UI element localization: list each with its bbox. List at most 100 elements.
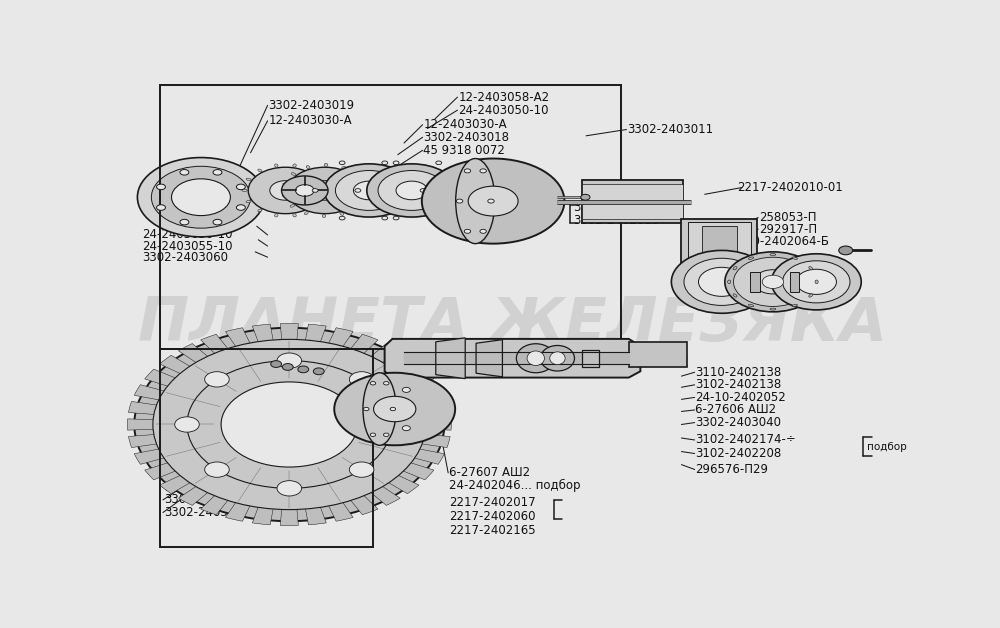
Ellipse shape bbox=[291, 173, 296, 175]
Ellipse shape bbox=[335, 170, 403, 210]
Text: 24-2403050-10: 24-2403050-10 bbox=[142, 229, 233, 241]
Text: 12-2403030-А: 12-2403030-А bbox=[268, 114, 352, 127]
Wedge shape bbox=[289, 425, 378, 515]
Wedge shape bbox=[289, 369, 434, 425]
Ellipse shape bbox=[324, 163, 328, 166]
Ellipse shape bbox=[362, 184, 368, 187]
Circle shape bbox=[402, 387, 410, 392]
Wedge shape bbox=[201, 425, 289, 515]
Circle shape bbox=[277, 353, 302, 368]
Ellipse shape bbox=[246, 178, 251, 180]
Bar bbox=[160, 85, 621, 349]
Polygon shape bbox=[436, 338, 465, 379]
Ellipse shape bbox=[733, 266, 737, 270]
Circle shape bbox=[581, 194, 590, 200]
Circle shape bbox=[153, 339, 426, 509]
Circle shape bbox=[137, 158, 264, 237]
Text: 3302-2403060: 3302-2403060 bbox=[142, 251, 228, 264]
Text: 6-27607 АШ2: 6-27607 АШ2 bbox=[449, 467, 530, 479]
Circle shape bbox=[464, 229, 471, 234]
Ellipse shape bbox=[468, 186, 518, 216]
Ellipse shape bbox=[527, 351, 544, 365]
Ellipse shape bbox=[306, 166, 310, 169]
Ellipse shape bbox=[792, 257, 797, 259]
Circle shape bbox=[370, 382, 376, 385]
Circle shape bbox=[796, 269, 836, 295]
Text: 3302-2403018: 3302-2403018 bbox=[423, 131, 509, 144]
Circle shape bbox=[480, 169, 486, 173]
Circle shape bbox=[754, 270, 792, 294]
Text: 45 9318 0072: 45 9318 0072 bbox=[423, 144, 505, 157]
Ellipse shape bbox=[770, 308, 776, 310]
Text: подбор: подбор bbox=[867, 441, 907, 452]
Text: 252135-П2: 252135-П2 bbox=[221, 386, 286, 399]
Text: ПЛАНЕТА ЖЕЛЕЗЯКА: ПЛАНЕТА ЖЕЛЕЗЯКА bbox=[138, 295, 887, 354]
Ellipse shape bbox=[242, 190, 247, 192]
Ellipse shape bbox=[293, 164, 296, 167]
Text: 2217-2402060: 2217-2402060 bbox=[449, 510, 535, 523]
Circle shape bbox=[187, 360, 392, 489]
Wedge shape bbox=[280, 323, 298, 425]
Circle shape bbox=[671, 251, 772, 313]
Text: 3302-2403040: 3302-2403040 bbox=[695, 416, 781, 429]
Text: 12-2403030-А: 12-2403030-А bbox=[423, 118, 507, 131]
Text: 3302-2403232: 3302-2403232 bbox=[164, 494, 250, 506]
Text: 24-10-2402052: 24-10-2402052 bbox=[695, 391, 786, 404]
Text: 3302-2402018: 3302-2402018 bbox=[573, 202, 659, 214]
Circle shape bbox=[382, 216, 388, 220]
Circle shape bbox=[312, 188, 318, 192]
Text: 6У-7510 АШ: 6У-7510 АШ bbox=[164, 481, 237, 494]
Circle shape bbox=[684, 258, 760, 305]
Ellipse shape bbox=[748, 304, 754, 306]
Circle shape bbox=[480, 229, 486, 234]
Wedge shape bbox=[289, 425, 400, 506]
Ellipse shape bbox=[728, 280, 731, 284]
Circle shape bbox=[771, 254, 861, 310]
Circle shape bbox=[390, 408, 396, 411]
Wedge shape bbox=[201, 334, 289, 425]
Circle shape bbox=[193, 364, 385, 484]
Ellipse shape bbox=[283, 183, 288, 185]
Text: 3302-2403019: 3302-2403019 bbox=[268, 99, 354, 112]
Circle shape bbox=[463, 188, 469, 192]
Circle shape bbox=[151, 166, 251, 228]
Text: 201454-П29: 201454-П29 bbox=[226, 374, 299, 387]
Ellipse shape bbox=[342, 166, 346, 169]
Circle shape bbox=[839, 246, 853, 255]
Circle shape bbox=[379, 417, 404, 432]
Wedge shape bbox=[252, 324, 289, 425]
Ellipse shape bbox=[309, 169, 313, 172]
Bar bbox=[750, 272, 760, 292]
Text: 296576-П29: 296576-П29 bbox=[695, 463, 768, 476]
Wedge shape bbox=[128, 425, 289, 448]
Text: 45 9348 6606: 45 9348 6606 bbox=[345, 351, 427, 364]
Wedge shape bbox=[280, 425, 298, 526]
Ellipse shape bbox=[374, 396, 416, 422]
Ellipse shape bbox=[258, 209, 262, 212]
Text: 20-2402064-Б: 20-2402064-Б bbox=[745, 236, 829, 248]
Ellipse shape bbox=[275, 214, 278, 217]
Circle shape bbox=[393, 216, 399, 220]
Ellipse shape bbox=[792, 304, 797, 306]
Circle shape bbox=[783, 261, 850, 303]
Ellipse shape bbox=[540, 345, 574, 371]
Circle shape bbox=[236, 184, 245, 190]
Circle shape bbox=[339, 161, 345, 165]
Ellipse shape bbox=[320, 178, 325, 180]
Ellipse shape bbox=[258, 169, 262, 172]
Circle shape bbox=[271, 360, 282, 367]
Text: 3102-2402174-÷: 3102-2402174-÷ bbox=[695, 433, 796, 447]
Polygon shape bbox=[476, 340, 502, 377]
Wedge shape bbox=[289, 425, 326, 525]
Circle shape bbox=[172, 179, 230, 215]
Ellipse shape bbox=[362, 196, 367, 198]
Wedge shape bbox=[289, 401, 450, 425]
Text: 3102-2403045: 3102-2403045 bbox=[206, 363, 292, 376]
Ellipse shape bbox=[353, 181, 385, 200]
Circle shape bbox=[298, 366, 309, 373]
Circle shape bbox=[382, 161, 388, 165]
Bar bbox=[688, 222, 751, 262]
Circle shape bbox=[221, 382, 357, 467]
Circle shape bbox=[270, 181, 301, 200]
Wedge shape bbox=[145, 369, 289, 425]
